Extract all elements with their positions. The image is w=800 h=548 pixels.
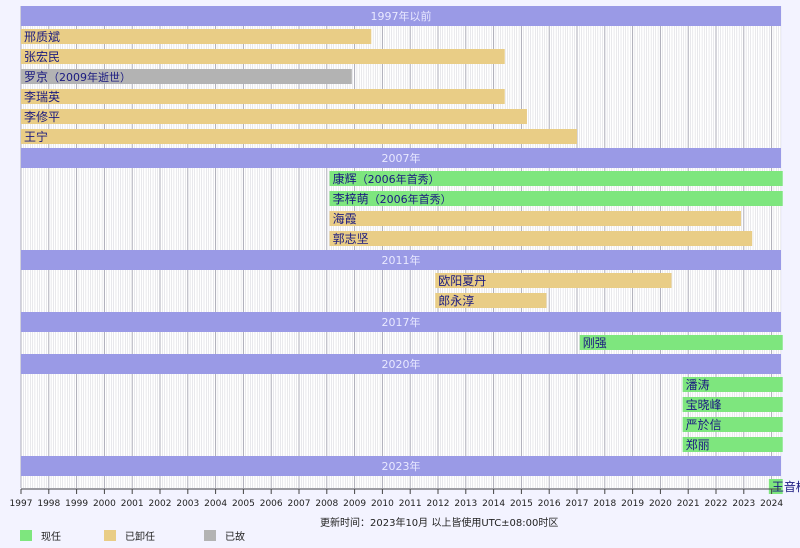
anchor-name-label: 郎永淳 bbox=[438, 293, 474, 308]
tenure-bar bbox=[329, 231, 753, 246]
tenure-bar bbox=[435, 293, 547, 308]
group-label: 2011年 bbox=[382, 253, 421, 267]
group-label: 1997年以前 bbox=[371, 9, 432, 23]
legend-label: 已卸任 bbox=[125, 530, 155, 543]
x-tick-label: 1998 bbox=[37, 499, 60, 509]
tenure-bar bbox=[768, 479, 783, 494]
tenure-bar bbox=[21, 29, 372, 44]
x-tick-label: 1999 bbox=[65, 499, 88, 509]
anchor-name-label: 邢质斌 bbox=[24, 30, 60, 44]
tenure-bar bbox=[682, 437, 783, 452]
group-header bbox=[21, 312, 781, 332]
tenure-bar bbox=[21, 129, 577, 144]
x-tick-label: 2023 bbox=[732, 499, 755, 509]
x-tick-label: 2001 bbox=[121, 499, 144, 509]
anchor-name-label: 张宏民 bbox=[24, 49, 60, 64]
group-header bbox=[21, 354, 781, 374]
x-tick-label: 2009 bbox=[343, 499, 366, 509]
group-label: 2007年 bbox=[382, 151, 421, 165]
tenure-bar bbox=[579, 335, 783, 350]
group-header bbox=[21, 148, 781, 168]
grid-lines bbox=[20, 6, 782, 488]
group-header bbox=[21, 250, 781, 270]
x-tick-label: 2005 bbox=[232, 499, 255, 509]
anchor-name-label: 刚强 bbox=[583, 336, 607, 350]
group-label: 2023年 bbox=[382, 459, 421, 473]
x-tick-label: 2022 bbox=[705, 499, 728, 509]
legend-label: 已故 bbox=[225, 530, 245, 543]
tenure-bar bbox=[21, 69, 352, 84]
x-tick-label: 2019 bbox=[621, 499, 644, 509]
x-tick-label: 2021 bbox=[677, 499, 700, 509]
anchor-note: （2006年首秀） bbox=[369, 192, 452, 206]
group-header bbox=[21, 6, 781, 26]
tenure-bar bbox=[21, 109, 527, 124]
anchor-name-label: 宝晓峰 bbox=[686, 398, 722, 412]
tenure-bar bbox=[329, 191, 783, 206]
x-tick-label: 2013 bbox=[454, 499, 477, 509]
anchor-name-label: 潘涛 bbox=[686, 377, 710, 392]
x-tick-label: 2004 bbox=[204, 499, 227, 509]
legend-swatch bbox=[104, 530, 116, 541]
anchor-note: （2006年首秀） bbox=[357, 172, 440, 186]
group-headers: 1997年以前 2007年 2011年 2017年 2020年 2023年 bbox=[21, 6, 781, 476]
legend: 现任 已卸任 已故 bbox=[20, 530, 245, 543]
tenure-bar bbox=[21, 49, 505, 64]
x-tick-label: 2017 bbox=[566, 499, 589, 509]
x-tick-label: 2011 bbox=[399, 499, 422, 509]
anchor-name-label: 海霞 bbox=[333, 211, 357, 226]
tenure-bar bbox=[682, 377, 783, 392]
tenure-bar bbox=[682, 397, 783, 412]
anchor-name-label: 王音棋 bbox=[772, 479, 800, 494]
x-tick-label: 2024 bbox=[760, 499, 783, 509]
x-tick-label: 2000 bbox=[93, 499, 116, 509]
anchor-name-label: 郑丽 bbox=[686, 437, 710, 452]
x-tick-label: 2020 bbox=[649, 499, 672, 509]
group-label: 2020年 bbox=[382, 357, 421, 371]
anchor-name-label: 罗京（2009年逝世） bbox=[24, 70, 131, 84]
anchor-name-label: 王宁 bbox=[24, 129, 48, 144]
group-label: 2017年 bbox=[382, 315, 421, 329]
footer-update-note: 更新时间：2023年10月 以上皆使用UTC±08:00时区 bbox=[320, 516, 558, 529]
x-tick-label: 1997 bbox=[10, 499, 33, 509]
x-tick-label: 2012 bbox=[427, 499, 450, 509]
legend-swatch bbox=[204, 530, 216, 541]
anchor-name-label: 欧阳夏丹 bbox=[438, 274, 486, 288]
legend-label: 现任 bbox=[41, 530, 61, 543]
x-tick-label: 2006 bbox=[260, 499, 283, 509]
anchor-name-label: 李瑞英 bbox=[24, 89, 60, 104]
tenure-bar bbox=[329, 211, 742, 226]
anchor-name-label: 李梓萌（2006年首秀） bbox=[333, 191, 452, 206]
x-tick-label: 2002 bbox=[149, 499, 172, 509]
x-tick-label: 2007 bbox=[288, 499, 311, 509]
x-tick-label: 2016 bbox=[538, 499, 561, 509]
anchor-name-label: 严於信 bbox=[686, 417, 722, 432]
tenure-bar bbox=[329, 171, 783, 186]
x-axis: 1997 1998 1999 2000 2001 2002 2003 2004 2005 2006… bbox=[10, 488, 783, 509]
x-tick-label: 2010 bbox=[371, 499, 394, 509]
anchor-name-label: 郭志坚 bbox=[333, 232, 369, 246]
legend-swatch bbox=[20, 530, 32, 541]
anchor-name-label: 康辉（2006年首秀） bbox=[333, 171, 440, 186]
anchor-name-label: 李修平 bbox=[24, 109, 60, 124]
x-tick-label: 2018 bbox=[593, 499, 616, 509]
tenure-bar bbox=[682, 417, 783, 432]
x-tick-label: 2003 bbox=[176, 499, 199, 509]
x-tick-label: 2008 bbox=[315, 499, 338, 509]
group-header bbox=[21, 456, 781, 476]
x-tick-label: 2014 bbox=[482, 499, 505, 509]
tenure-bar bbox=[435, 273, 672, 288]
x-tick-label: 2015 bbox=[510, 499, 533, 509]
tenure-bar bbox=[21, 89, 505, 104]
anchor-note: （2009年逝世） bbox=[48, 70, 131, 84]
